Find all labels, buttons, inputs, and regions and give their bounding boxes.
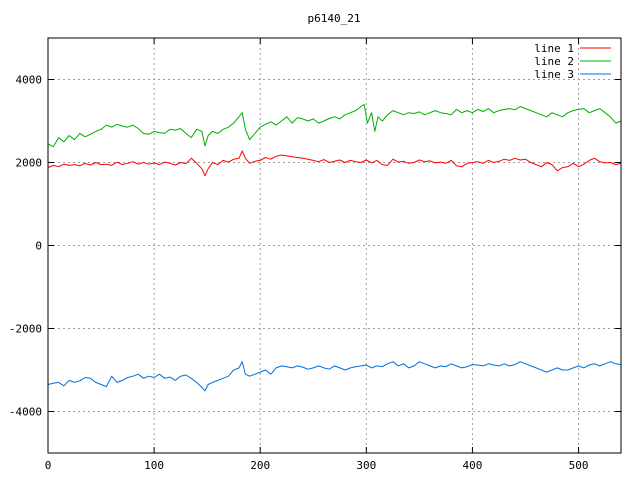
series-line-2 bbox=[47, 103, 622, 148]
y-tick-label: -2000 bbox=[9, 323, 42, 336]
x-tick-label: 200 bbox=[250, 459, 270, 472]
series-line-1 bbox=[47, 150, 622, 177]
legend-label-2: line 2 bbox=[534, 55, 574, 68]
y-tick-label: -4000 bbox=[9, 406, 42, 419]
series-layer bbox=[47, 103, 622, 392]
y-tick-label: 0 bbox=[35, 240, 42, 253]
x-tick-label: 300 bbox=[356, 459, 376, 472]
chart-title: p6140_21 bbox=[308, 12, 361, 25]
y-tick-label: 2000 bbox=[16, 157, 43, 170]
y-tick-label: 4000 bbox=[16, 74, 43, 87]
axis-ticks: 0 100 200 300 400 500 -4000 -2000 0 2000 4000 bbox=[9, 38, 621, 472]
series-line-3 bbox=[47, 361, 622, 392]
x-tick-label: 100 bbox=[144, 459, 164, 472]
x-tick-label: 0 bbox=[45, 459, 52, 472]
legend-label-3: line 3 bbox=[534, 68, 574, 81]
x-tick-label: 500 bbox=[569, 459, 589, 472]
legend-label-1: line 1 bbox=[534, 42, 574, 55]
x-tick-label: 400 bbox=[463, 459, 483, 472]
grid-lines bbox=[48, 38, 621, 453]
